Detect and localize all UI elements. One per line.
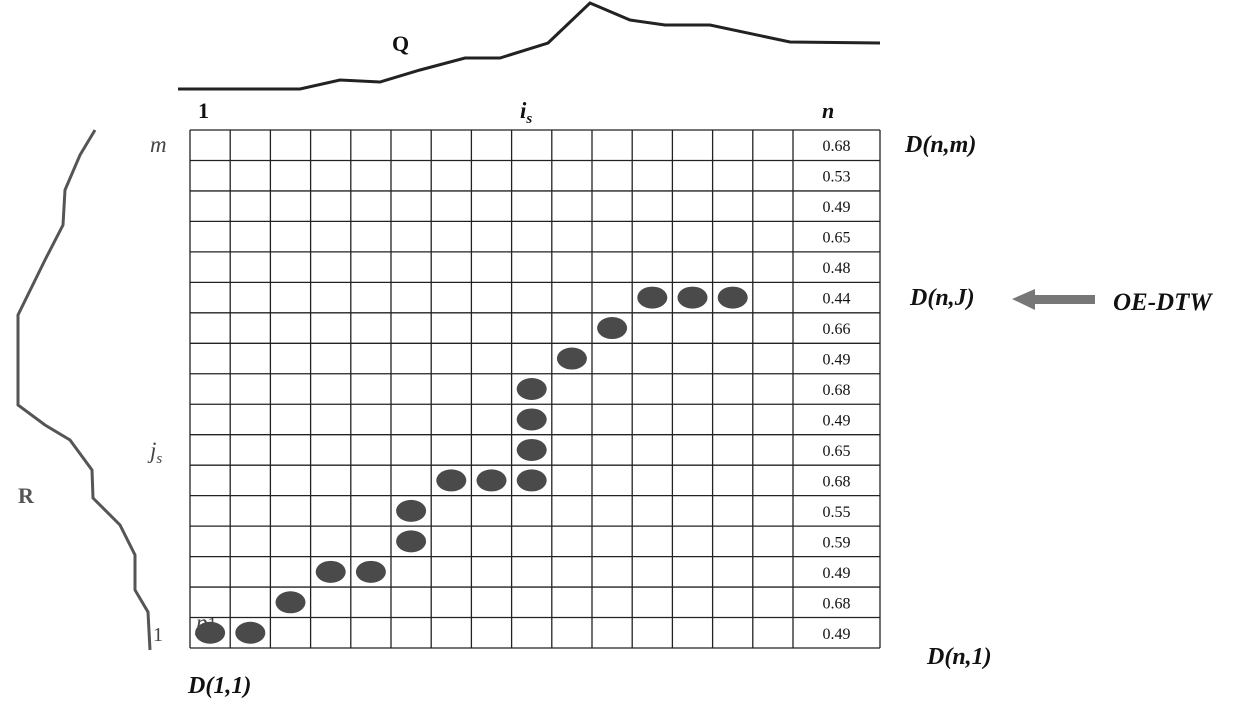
label-d-11: D(1,1) [187,673,251,699]
cost-value: 0.49 [823,626,851,643]
path-dot [717,286,748,309]
cost-value: 0.49 [823,352,851,369]
path-dot [637,286,668,309]
top-label-n: n [822,98,834,123]
path-dot [315,560,346,583]
left-label-1: 1 [153,624,163,646]
path-dot [355,560,386,583]
q-curve [178,1,881,91]
path-dot [275,591,306,614]
path-dot [597,317,628,340]
path-dot [195,621,226,644]
cost-value: 0.49 [823,412,851,429]
left-label-m: m [150,132,167,157]
label-d-nm: D(n,m) [904,132,976,158]
q-label: Q [392,31,409,56]
cost-matrix-grid [189,129,881,649]
top-label-1: 1 [198,98,209,123]
cost-value: 0.66 [823,321,851,338]
label-d-n1: D(n,1) [926,644,992,670]
cost-value: 0.49 [823,199,851,216]
cost-value: 0.55 [823,504,851,521]
cost-value: 0.53 [823,169,851,186]
cost-value: 0.65 [823,230,851,247]
cost-value: 0.68 [823,473,851,490]
last-column-values: 0.68 0.53 0.49 0.65 0.48 0.44 0.66 0.49 0.68 0.49… [823,138,851,643]
r-curve [16,129,152,651]
path-dot [516,469,547,492]
label-d-nj: D(n,J) [909,285,975,311]
path-dot [516,438,547,461]
label-oe-dtw: OE-DTW [1113,289,1213,316]
cost-value: 0.49 [823,565,851,582]
cost-value: 0.68 [823,138,851,155]
path-dot [396,530,427,553]
top-label-is: is [520,98,532,127]
cost-value: 0.68 [823,382,851,399]
path-dot [235,621,266,644]
path-dot [677,286,708,309]
left-label-js: js [147,438,162,467]
cost-value: 0.44 [823,291,851,308]
path-dot [436,469,467,492]
arrow-left-icon [1012,289,1095,310]
path-dot [396,499,427,522]
cost-value: 0.48 [823,260,851,277]
path-dot [516,378,547,400]
r-label: R [18,483,35,508]
cost-value: 0.59 [823,534,851,551]
warping-path [195,286,748,644]
path-dot [556,347,587,370]
cost-value: 0.65 [823,443,851,460]
path-dot [516,408,547,431]
path-dot [476,469,507,492]
cost-value: 0.68 [823,595,851,612]
